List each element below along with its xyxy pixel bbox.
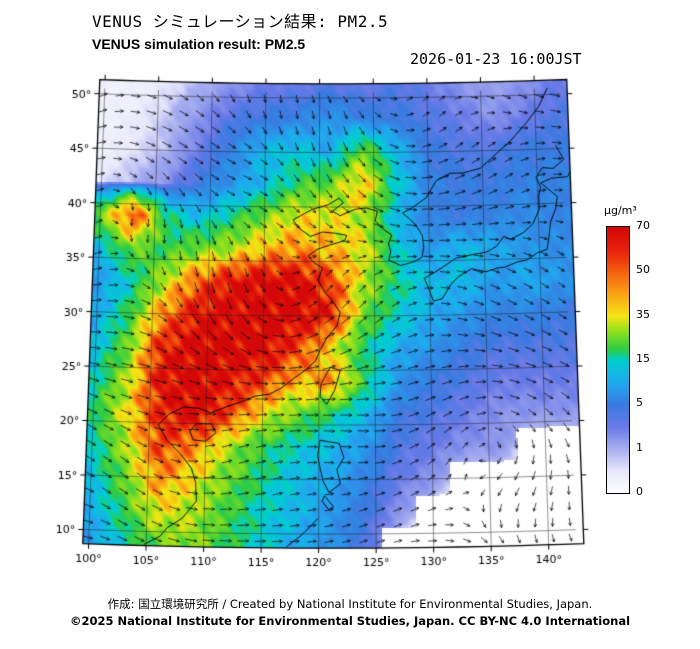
title-japanese: VENUS シミュレーション結果: PM2.5 [92,12,389,31]
credit-line: 作成: 国立環境研究所 / Created by National Instit… [107,597,593,611]
colorbar-unit-label: µg/m³ [604,204,637,217]
colorbar-tick-label: 0 [636,485,643,498]
colorbar-tick-label: 70 [636,219,650,232]
title-english: VENUS simulation result: PM2.5 [92,36,306,52]
colorbar-tick-label: 1 [636,440,643,454]
timestamp: 2026-01-23 16:00JST [410,50,582,68]
license-line: ©2025 National Institute for Environment… [69,614,631,628]
colorbar-tick-label: 5 [636,396,643,410]
colorbar-gradient [606,226,630,494]
colorbar: µg/m³ 0 1 5 15 35 50 70 [602,204,697,514]
colorbar-tick-label: 15 [636,352,650,365]
colorbar-tick-label: 50 [636,263,650,277]
colorbar-tick-label: 35 [636,307,650,321]
